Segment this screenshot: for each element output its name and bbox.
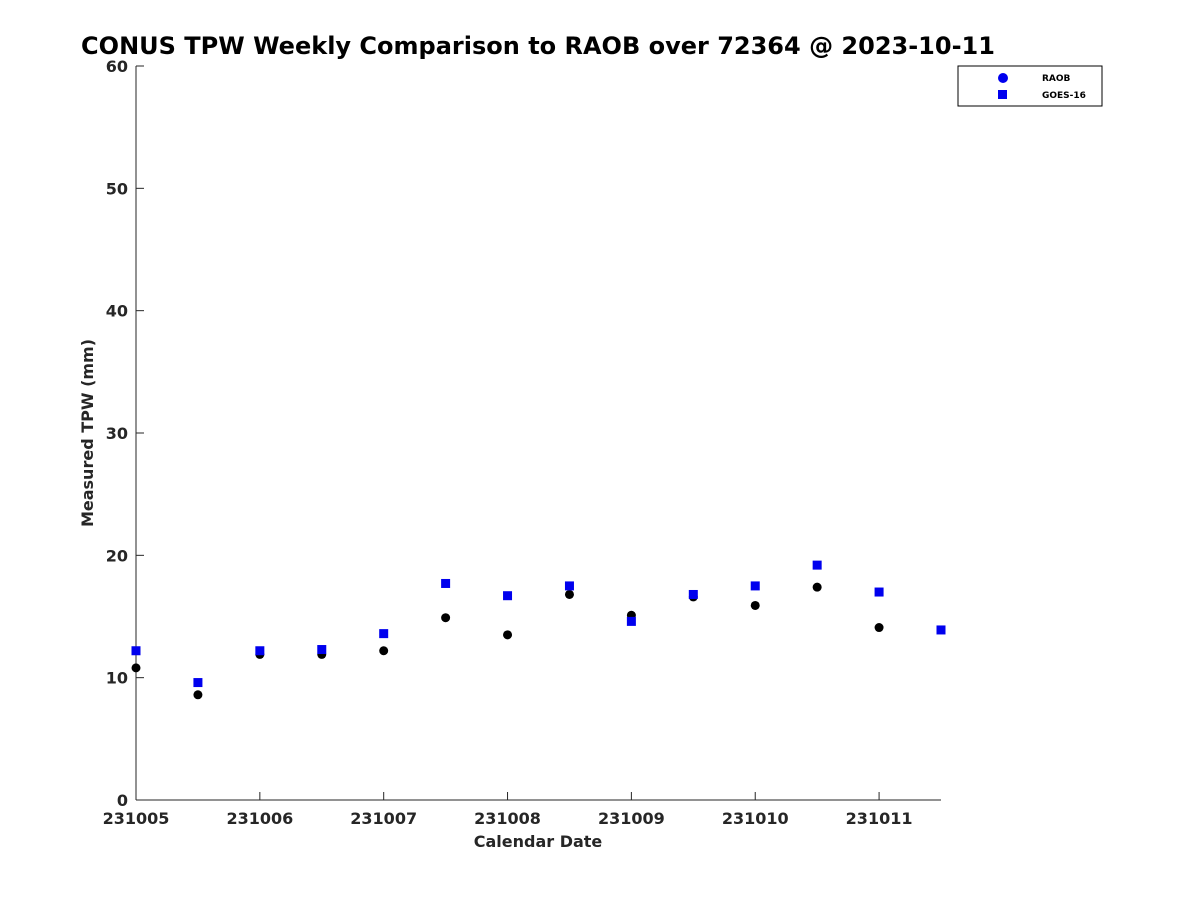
legend-label-raob: RAOB [1042,74,1071,84]
data-point-goes-16 [255,646,265,656]
legend-marker-raob [998,73,1008,83]
data-point-goes-16 [812,560,822,570]
data-point-goes-16 [193,678,203,688]
data-point-raob [750,600,760,610]
axes [135,66,941,801]
y-tick-label: 30 [106,424,128,443]
y-tick-label: 50 [106,179,128,198]
y-tick-label: 40 [106,302,128,321]
legend: RAOB GOES-16 [957,65,1103,107]
plot-area [131,560,946,700]
data-point-goes-16 [441,578,451,588]
data-point-goes-16 [317,645,327,655]
x-tick-label: 231008 [474,809,541,828]
data-point-raob [812,582,822,592]
data-point-goes-16 [626,616,636,626]
x-tick-label: 231007 [350,809,417,828]
data-point-raob [379,646,389,656]
x-axis-label: Calendar Date [474,832,603,851]
x-axis-ticks: 231005 231006 231007 231008 231009 231010 2310… [103,792,913,828]
series-goes-16 [131,560,946,688]
y-axis-label: Measured TPW (mm) [78,339,97,527]
data-point-raob [564,589,574,599]
x-tick-label: 231009 [598,809,665,828]
data-point-raob [193,690,203,700]
data-point-raob [131,663,141,673]
data-point-raob [874,623,884,633]
data-point-goes-16 [564,581,574,591]
legend-item-goes-16: GOES-16 [998,90,1086,101]
data-point-goes-16 [874,587,884,597]
legend-marker-goes-16 [998,90,1007,99]
legend-box [957,65,1103,107]
y-axis-ticks: 0 10 20 30 40 50 60 [106,57,144,810]
x-tick-label: 231010 [722,809,789,828]
chart-title: CONUS TPW Weekly Comparison to RAOB over… [81,32,995,60]
data-point-goes-16 [936,625,946,635]
data-point-raob [503,630,513,640]
data-point-goes-16 [750,581,760,591]
legend-item-raob: RAOB [998,73,1071,84]
data-point-goes-16 [503,591,513,601]
legend-label-goes-16: GOES-16 [1042,91,1086,101]
data-point-raob [441,613,451,623]
data-point-goes-16 [379,629,389,639]
y-tick-label: 20 [106,546,128,565]
y-tick-label: 0 [117,791,128,810]
data-point-goes-16 [131,646,141,656]
x-tick-label: 231011 [846,809,913,828]
y-tick-label: 10 [106,669,128,688]
y-tick-label: 60 [106,57,128,76]
x-tick-label: 231005 [103,809,170,828]
data-point-goes-16 [688,589,698,599]
x-tick-label: 231006 [226,809,293,828]
